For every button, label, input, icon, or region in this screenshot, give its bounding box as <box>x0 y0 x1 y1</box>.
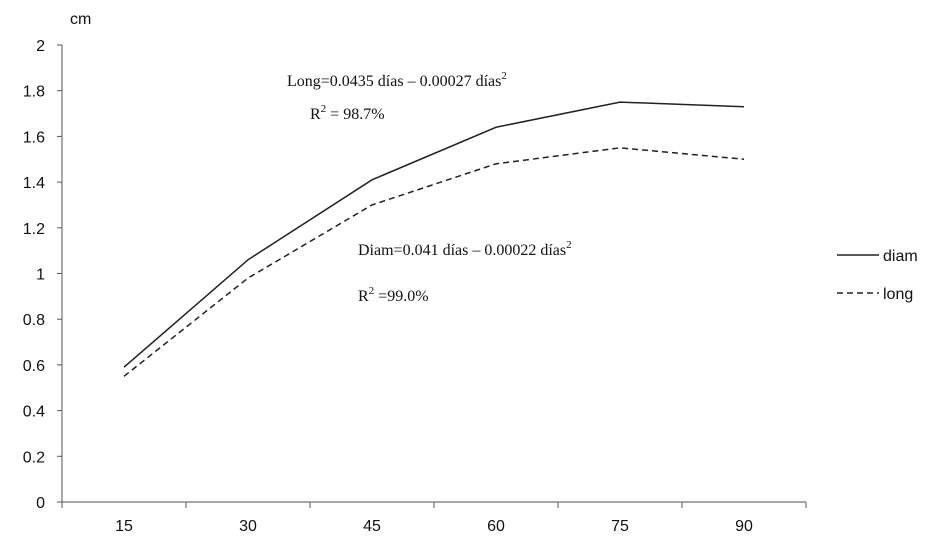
series-line-long <box>123 147 745 377</box>
y-tick-label: 1.6 <box>23 129 45 146</box>
diam-r2-symbol: R <box>358 288 369 305</box>
x-tick-label: 60 <box>487 518 505 535</box>
x-axis: 15 30 45 60 75 90 <box>61 501 807 535</box>
legend-label-diam: diam <box>883 248 918 265</box>
long-r2-annotation: R2 = 98.7% <box>310 103 385 123</box>
y-tick-label: 0 <box>36 495 45 512</box>
y-tick-label: 0.2 <box>23 449 45 466</box>
series-group <box>123 101 745 377</box>
y-tick-label: 0.8 <box>23 312 45 329</box>
legend-label-long: long <box>883 286 913 303</box>
y-axis: 0 0.2 0.4 0.6 0.8 1 1.2 1.4 1.6 1.8 2 <box>23 38 63 512</box>
diam-r2-superscript: 2 <box>369 285 375 297</box>
long-equation-text: Long=0.0435 días – 0.00027 días <box>287 73 501 90</box>
legend: diam long <box>837 248 918 303</box>
long-equation-superscript: 2 <box>501 70 507 82</box>
x-tick-label: 15 <box>115 518 133 535</box>
diam-r2-value: =99.0% <box>374 288 428 305</box>
long-r2-superscript: 2 <box>321 103 327 115</box>
x-tick-label: 30 <box>239 518 257 535</box>
diam-equation-text: Diam=0.041 días – 0.00022 días <box>358 242 566 259</box>
x-tick-label: 90 <box>735 518 753 535</box>
y-tick-label: 0.4 <box>23 404 45 421</box>
y-tick-label: 0.6 <box>23 358 45 375</box>
series-line-diam <box>123 101 745 368</box>
x-tick-label: 75 <box>611 518 629 535</box>
y-tick-label: 1 <box>36 267 45 284</box>
diam-equation-superscript: 2 <box>566 239 572 251</box>
diam-r2-annotation: R2 =99.0% <box>358 285 429 305</box>
long-r2-value: = 98.7% <box>326 106 384 123</box>
x-tick-label: 45 <box>363 518 381 535</box>
diam-equation-annotation: Diam=0.041 días – 0.00022 días2 <box>358 239 572 259</box>
y-axis-label: cm <box>70 11 91 28</box>
y-tick-label: 1.2 <box>23 221 45 238</box>
long-equation-annotation: Long=0.0435 días – 0.00027 días2 <box>287 70 507 90</box>
long-r2-symbol: R <box>310 106 321 123</box>
y-tick-label: 1.4 <box>23 175 45 192</box>
y-tick-label: 1.8 <box>23 84 45 101</box>
y-tick-label: 2 <box>36 38 45 55</box>
